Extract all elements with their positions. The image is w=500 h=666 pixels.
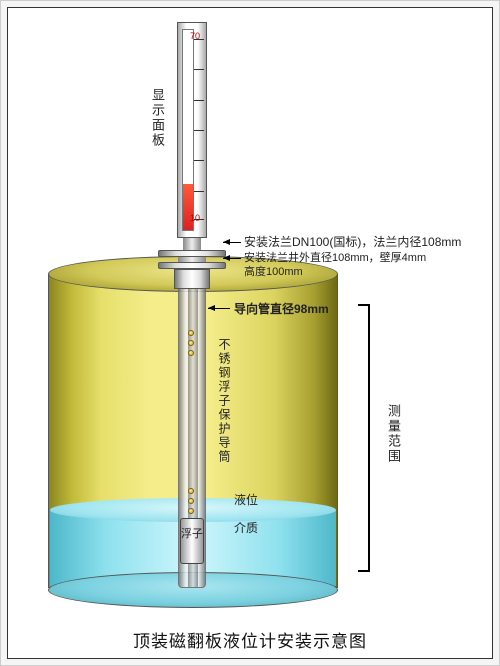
float-label: 浮子 (181, 527, 203, 541)
flange-plate-bottom (158, 262, 226, 269)
tick-10: 10 (190, 213, 200, 223)
guide-tube-dia-label: 导向管直径98mm (234, 301, 329, 317)
gauge-ticks (192, 29, 204, 231)
liquid-level-label: 液位 (234, 492, 258, 508)
flange-plate-top (158, 250, 226, 257)
display-panel (177, 22, 207, 238)
flange-line3: 高度100mm (244, 265, 303, 280)
arrow-guide-dia (208, 308, 230, 309)
float: 浮子 (180, 518, 204, 564)
flange-line2: 安装法兰井外直径108mm，壁厚4mm (244, 251, 426, 266)
diagram-stage: 浮子 70 10 显示面板 安装法兰DN100(国标)，法兰内径108mm 安装… (7, 7, 493, 659)
flange-well (174, 269, 210, 289)
range-bracket (360, 304, 370, 572)
liquid-medium-label: 介质 (234, 520, 258, 536)
flange-assembly (158, 236, 226, 289)
arrow-flange-1 (223, 242, 241, 243)
flange-neck (183, 236, 201, 250)
arrow-flange-2 (223, 258, 241, 259)
tick-70: 70 (190, 31, 200, 41)
display-panel-label: 显示面板 (148, 88, 167, 148)
float-marker-lower (188, 484, 194, 518)
protect-tube-label: 不锈钢浮子保护导筒 (216, 338, 233, 464)
float-marker-upper (188, 326, 194, 360)
diagram-caption: 顶装磁翻板液位计安装示意图 (8, 627, 492, 652)
range-label: 测量范围 (384, 404, 403, 464)
flange-line1: 安装法兰DN100(国标)，法兰内径108mm (244, 234, 461, 250)
